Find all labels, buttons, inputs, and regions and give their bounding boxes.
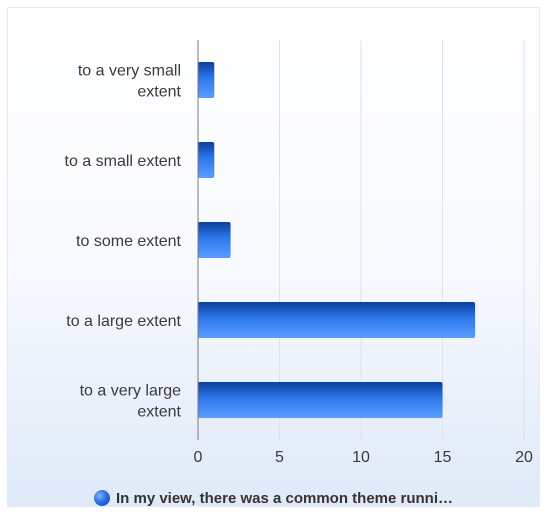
x-tick-label: 15 bbox=[434, 449, 452, 466]
bar[interactable] bbox=[198, 302, 476, 338]
bar[interactable] bbox=[198, 142, 215, 178]
x-tick-label: 5 bbox=[275, 449, 284, 466]
category-label: to some extent bbox=[76, 233, 182, 250]
category-label: to a small extent bbox=[65, 153, 182, 170]
category-labels: to a very small extent to a small extent to… bbox=[65, 63, 182, 421]
bar[interactable] bbox=[198, 62, 215, 98]
legend[interactable]: In my view, there was a common theme run… bbox=[0, 490, 547, 507]
x-tick-label: 0 bbox=[194, 449, 203, 466]
bars bbox=[198, 62, 476, 418]
x-axis-ticks: 0 5 10 15 20 bbox=[194, 449, 533, 466]
x-tick-label: 10 bbox=[352, 449, 370, 466]
x-tick-label: 20 bbox=[515, 449, 533, 466]
legend-label: In my view, there was a common theme run… bbox=[115, 490, 454, 507]
grid-lines bbox=[279, 40, 525, 440]
chart-container bbox=[7, 7, 540, 507]
legend-marker-icon bbox=[93, 490, 110, 506]
category-label: to a large extent bbox=[66, 313, 181, 330]
category-label: to a very small extent bbox=[78, 63, 182, 101]
bar[interactable] bbox=[198, 382, 443, 418]
bar[interactable] bbox=[198, 222, 231, 258]
category-label: to a very large extent bbox=[80, 383, 182, 421]
